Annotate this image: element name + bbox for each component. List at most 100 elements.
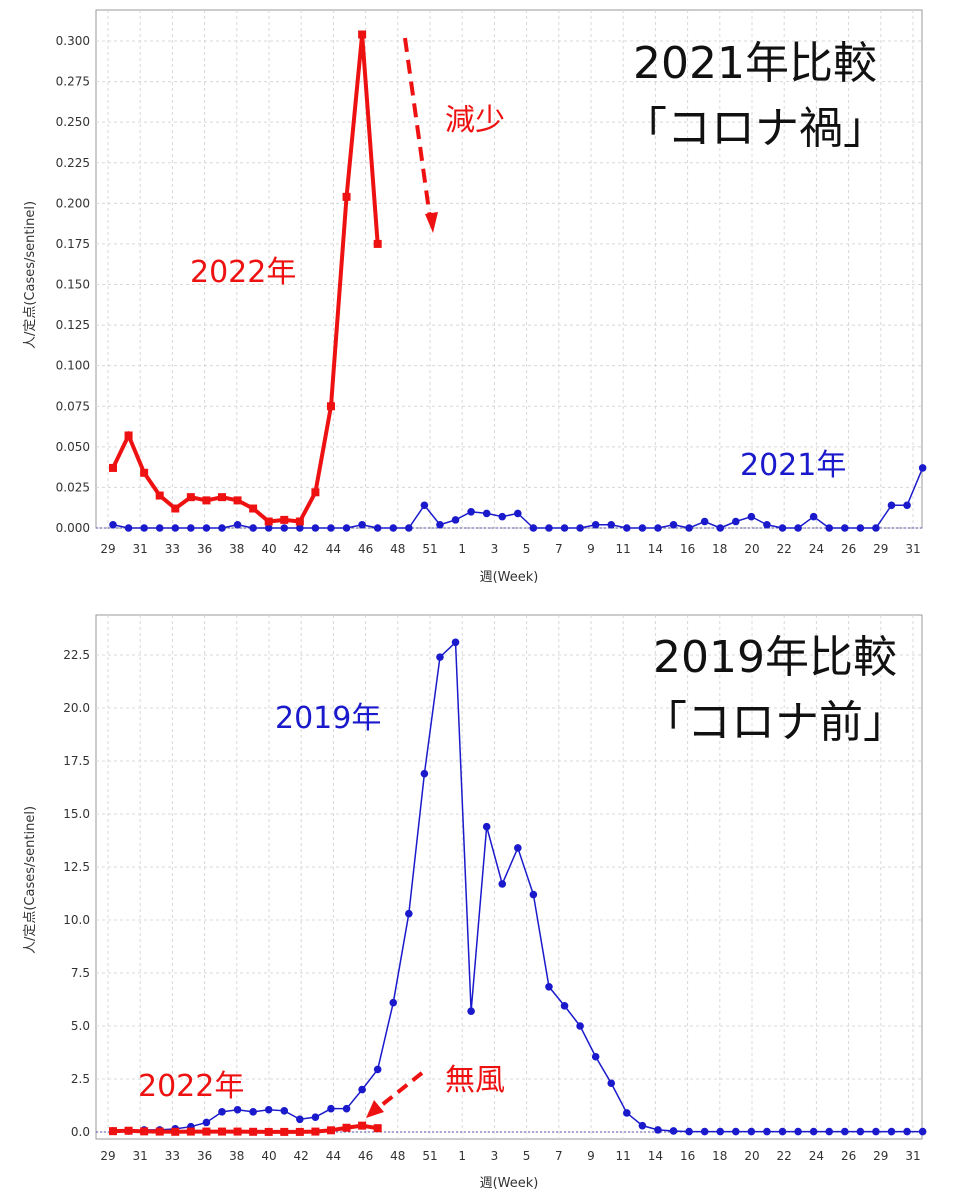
y-tick-label: 0.0 <box>71 1125 90 1139</box>
data-point <box>342 192 351 201</box>
data-point <box>591 1052 600 1061</box>
data-point <box>233 520 242 529</box>
data-point <box>669 1127 678 1135</box>
x-tick-label: 14 <box>648 1149 663 1163</box>
data-point <box>217 1127 226 1136</box>
data-point <box>638 524 647 532</box>
y-tick-label: 0.075 <box>56 399 90 413</box>
x-tick-label: 48 <box>390 542 405 556</box>
x-tick-label: 11 <box>616 542 631 556</box>
data-point <box>389 524 398 532</box>
data-point <box>607 520 616 529</box>
data-point <box>358 520 366 529</box>
data-point <box>140 468 149 477</box>
data-point <box>498 512 507 521</box>
x-tick-label: 42 <box>294 1149 309 1163</box>
y-tick-label: 0.100 <box>56 359 90 373</box>
data-point <box>171 524 180 532</box>
y-axis-label: 人/定点(Cases/sentinel) <box>23 806 38 954</box>
x-tick-label: 40 <box>261 542 276 556</box>
data-point <box>467 1007 475 1015</box>
x-tick-label: 44 <box>326 1149 341 1163</box>
data-point <box>482 509 491 518</box>
data-point <box>326 402 335 411</box>
x-tick-label: 22 <box>777 1149 792 1163</box>
annotation-2021: 2021年 <box>740 448 846 483</box>
y-tick-label: 12.5 <box>63 860 90 874</box>
data-point <box>607 1079 616 1088</box>
x-axis-label: 週(Week) <box>480 570 539 585</box>
data-point <box>716 1127 725 1136</box>
x-tick-labels: 29 31 33 36 38 40 42 44 46 48 51 1 3 5 7 9 11 14 16 18 20 22 2… <box>100 542 920 556</box>
x-tick-label: 24 <box>809 542 824 556</box>
data-point <box>327 524 335 532</box>
data-point <box>560 524 569 532</box>
data-point <box>747 512 756 521</box>
data-point <box>295 517 304 526</box>
y-tick-label: 0.225 <box>56 156 90 170</box>
data-point <box>825 1127 834 1136</box>
data-point <box>358 1085 366 1094</box>
data-point <box>373 1124 382 1133</box>
data-point <box>809 1127 818 1136</box>
series-group <box>109 30 927 532</box>
annotation-2022: 2022年 <box>190 255 296 290</box>
data-point <box>825 524 834 532</box>
data-point <box>202 1118 211 1127</box>
annotation-decrease: 減少 <box>445 103 505 138</box>
x-tick-label: 29 <box>100 1149 115 1163</box>
data-point <box>436 653 444 661</box>
data-point <box>467 507 475 516</box>
x-tick-label: 38 <box>229 1149 244 1163</box>
y-tick-label: 0.125 <box>56 318 90 332</box>
data-point <box>576 1022 584 1030</box>
data-point <box>249 504 258 513</box>
data-point <box>155 524 164 532</box>
data-point <box>794 1127 802 1136</box>
data-point <box>778 524 787 532</box>
x-tick-label: 18 <box>712 542 727 556</box>
y-tick-label: 22.5 <box>63 648 90 662</box>
data-point <box>140 524 148 532</box>
chart-2019-comparison: 0.0 2.5 5.0 7.5 10.0 12.5 15.0 17.5 20.0 22.5 29 3… <box>23 614 927 1191</box>
data-point <box>436 520 444 529</box>
y-tick-label: 10.0 <box>63 913 90 927</box>
y-tick-label: 20.0 <box>63 701 90 715</box>
data-point <box>264 524 273 532</box>
x-tick-label: 5 <box>523 1149 531 1163</box>
data-point <box>202 496 211 505</box>
x-tick-labels: 29 31 33 36 38 40 42 44 46 48 51 1 3 5 7 9 11 14 16 18 20 22 2… <box>100 1149 920 1163</box>
x-tick-label: 33 <box>165 542 180 556</box>
data-point <box>280 1107 289 1115</box>
data-point <box>264 1105 273 1114</box>
data-point <box>638 1121 647 1130</box>
y-tick-label: 0.200 <box>56 196 90 210</box>
data-point <box>311 1113 320 1121</box>
data-point <box>700 1127 709 1136</box>
y-tick-label: 0.150 <box>56 278 90 292</box>
y-tick-label: 0.175 <box>56 237 90 251</box>
x-axis-label: 週(Week) <box>480 1176 539 1191</box>
y-tick-label: 2.5 <box>71 1072 90 1086</box>
data-point <box>296 524 304 532</box>
x-tick-label: 46 <box>358 1149 373 1163</box>
x-tick-label: 26 <box>841 542 856 556</box>
chart-2021-comparison: 0.000 0.025 0.050 0.075 0.100 0.125 0.150 0.175… <box>23 9 927 585</box>
data-point <box>358 1121 367 1130</box>
data-point <box>186 1127 195 1136</box>
data-point <box>264 517 273 526</box>
data-point <box>249 1108 257 1116</box>
x-tick-label: 29 <box>100 542 115 556</box>
data-point <box>171 1127 180 1136</box>
data-point <box>623 1109 631 1117</box>
data-point <box>155 491 164 500</box>
data-point <box>233 1127 242 1136</box>
data-point <box>155 1127 164 1136</box>
data-point <box>514 509 522 518</box>
data-point <box>218 1108 226 1116</box>
data-point <box>529 524 538 532</box>
data-point <box>763 520 771 529</box>
y-tick-label: 15.0 <box>63 807 90 821</box>
x-tick-label: 29 <box>873 542 888 556</box>
data-point <box>326 1126 335 1135</box>
